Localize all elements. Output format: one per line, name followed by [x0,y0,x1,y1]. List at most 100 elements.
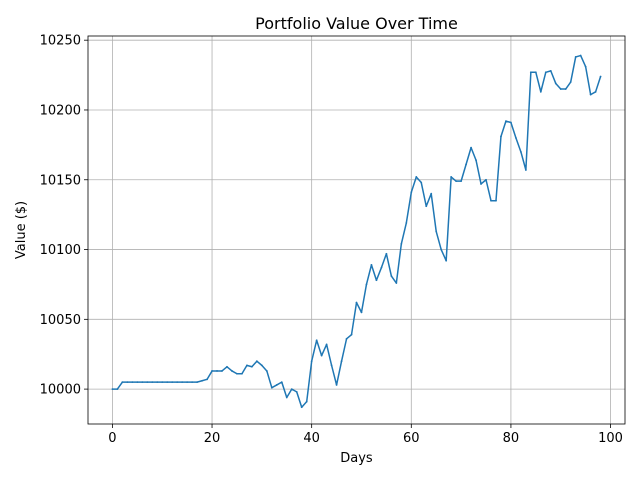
y-tick-label: 10000 [40,383,81,398]
y-axis: 10000 10050 10100 10150 10200 10250 [40,34,88,398]
data-point [510,121,512,124]
data-point [515,136,517,139]
data-point [475,159,477,162]
data-point [599,75,602,78]
data-point [400,243,403,245]
data-point [415,176,418,178]
x-tick-label: 80 [503,431,520,446]
data-point [549,69,552,72]
data-point [385,252,388,255]
data-point [171,381,174,384]
data-point [156,381,159,384]
data-point [554,82,557,85]
data-point [315,339,318,342]
data-points [111,54,602,409]
y-tick-label: 10250 [40,34,81,49]
y-tick-label: 10050 [40,313,81,328]
plot-frame [87,35,626,425]
data-point [544,71,547,74]
data-point [255,360,258,363]
data-point [480,183,482,185]
y-tick-label: 10100 [40,243,81,258]
x-tick-label: 20 [204,431,221,446]
data-point [221,370,223,372]
data-point [340,360,343,363]
data-point [141,381,144,384]
data-point [201,379,203,382]
data-point [305,400,308,403]
data-point [325,343,328,346]
data-point [280,381,283,384]
data-point [231,370,233,372]
data-point [445,259,448,262]
data-point [111,388,114,391]
data-point [365,283,368,286]
data-point [574,56,577,58]
x-axis: 0 20 40 60 80 100 [108,424,623,446]
data-point [126,381,129,384]
data-point [310,360,313,363]
data-point [176,381,179,384]
data-point [539,90,542,93]
data-point [564,88,567,90]
data-point [589,93,592,96]
data-point [236,372,238,375]
data-point [395,282,398,284]
data-point [410,191,413,194]
x-tick-label: 40 [303,431,320,446]
data-point [559,88,562,90]
data-point [330,364,333,367]
data-point [181,381,184,384]
data-point [116,388,119,391]
data-point [290,388,293,391]
data-point [206,378,208,381]
y-axis-label: Value ($) [14,201,29,259]
data-point [425,205,428,208]
data-point [166,381,169,384]
data-point [500,135,502,138]
data-point [146,381,149,384]
data-point [250,365,253,368]
data-point [300,406,303,409]
data-point [375,279,378,282]
data-point [505,120,507,123]
data-point [186,381,189,384]
chart-title: Portfolio Value Over Time [255,14,458,33]
data-point [519,150,522,153]
data-point [260,364,263,367]
x-axis-label: Days [340,451,373,466]
data-point [360,311,363,314]
data-point [594,90,597,93]
data-point [390,275,393,277]
data-point [440,248,443,251]
data-point [121,381,124,384]
data-point [335,384,338,386]
data-point [320,354,323,357]
data-point [455,180,458,183]
x-tick-label: 0 [108,431,116,446]
y-tick-label: 10200 [40,103,81,118]
data-point [569,81,572,83]
data-point [435,230,438,233]
x-tick-label: 100 [598,431,623,446]
data-point [345,337,348,340]
data-point [265,370,268,372]
data-point [380,266,383,269]
data-point [216,370,218,372]
data-point [529,71,532,74]
data-point [490,199,492,202]
data-point [151,381,154,384]
data-point [430,192,433,195]
data-point [275,384,278,386]
data-point [460,180,463,183]
data-point [241,372,243,375]
y-tick-label: 10150 [40,173,81,188]
x-tick-label: 60 [403,431,420,446]
data-point [131,381,134,384]
data-point [246,364,248,367]
data-point [211,370,213,372]
data-point [370,263,373,266]
data-point [355,301,358,304]
data-point [485,178,487,181]
